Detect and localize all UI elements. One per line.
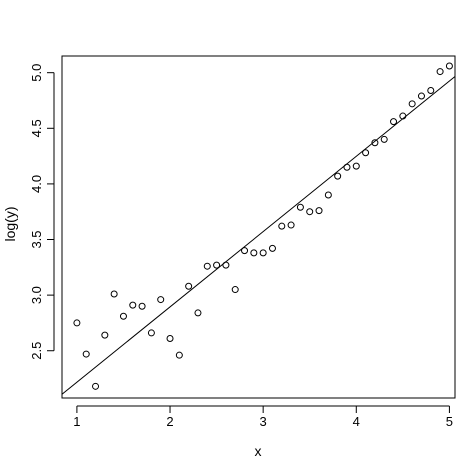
x-tick-label: 4 bbox=[353, 414, 360, 429]
data-point bbox=[194, 309, 202, 317]
data-point bbox=[352, 162, 360, 170]
data-point bbox=[324, 191, 332, 199]
data-point bbox=[185, 282, 193, 290]
data-point bbox=[362, 149, 370, 157]
data-point bbox=[371, 139, 379, 147]
data-point bbox=[82, 350, 90, 358]
data-point bbox=[287, 221, 295, 229]
data-point bbox=[408, 100, 416, 108]
y-axis-label: log(y) bbox=[2, 206, 18, 241]
data-point bbox=[334, 172, 342, 180]
y-tick-label: 4.5 bbox=[29, 119, 44, 137]
data-point bbox=[73, 319, 81, 327]
data-point bbox=[213, 261, 221, 269]
data-point bbox=[231, 286, 239, 294]
data-point bbox=[278, 222, 286, 230]
data-point bbox=[241, 247, 249, 255]
x-tick-label: 3 bbox=[260, 414, 267, 429]
data-point bbox=[399, 112, 407, 120]
data-point bbox=[380, 135, 388, 143]
data-point bbox=[296, 203, 304, 211]
data-point bbox=[203, 262, 211, 270]
data-point bbox=[157, 296, 165, 304]
fit-line-layer bbox=[62, 76, 455, 395]
data-point bbox=[315, 207, 323, 215]
data-point bbox=[259, 249, 267, 257]
data-point bbox=[250, 249, 258, 257]
data-point bbox=[147, 329, 155, 337]
data-point bbox=[138, 302, 146, 310]
data-point bbox=[119, 312, 127, 320]
x-tick-label: 2 bbox=[166, 414, 173, 429]
data-point bbox=[417, 92, 425, 100]
y-tick-label: 5.0 bbox=[29, 64, 44, 82]
data-point bbox=[268, 244, 276, 252]
y-tick-label: 3.5 bbox=[29, 230, 44, 248]
data-point bbox=[92, 382, 100, 390]
x-axis-label: x bbox=[255, 443, 262, 459]
y-tick-label: 3.0 bbox=[29, 286, 44, 304]
y-tick-label: 2.5 bbox=[29, 342, 44, 360]
x-tick-label: 5 bbox=[446, 414, 453, 429]
data-point bbox=[436, 68, 444, 76]
data-point bbox=[129, 301, 137, 309]
data-point bbox=[222, 261, 230, 269]
data-point bbox=[427, 86, 435, 94]
data-point bbox=[343, 163, 351, 171]
data-point bbox=[166, 334, 174, 342]
axes-layer: 1 2 3 4 5 2.5 3.0 3.5 4.0 4.5 5.0 bbox=[29, 55, 456, 429]
data-point bbox=[306, 208, 314, 216]
data-point bbox=[110, 290, 118, 298]
data-point bbox=[101, 331, 109, 339]
x-tick-label: 1 bbox=[73, 414, 80, 429]
regression-line bbox=[62, 76, 455, 395]
y-tick-label: 4.0 bbox=[29, 175, 44, 193]
data-point bbox=[445, 62, 453, 70]
plot-frame bbox=[61, 55, 456, 399]
data-point bbox=[175, 351, 183, 359]
data-point bbox=[390, 118, 398, 126]
data-points-layer bbox=[73, 62, 453, 390]
